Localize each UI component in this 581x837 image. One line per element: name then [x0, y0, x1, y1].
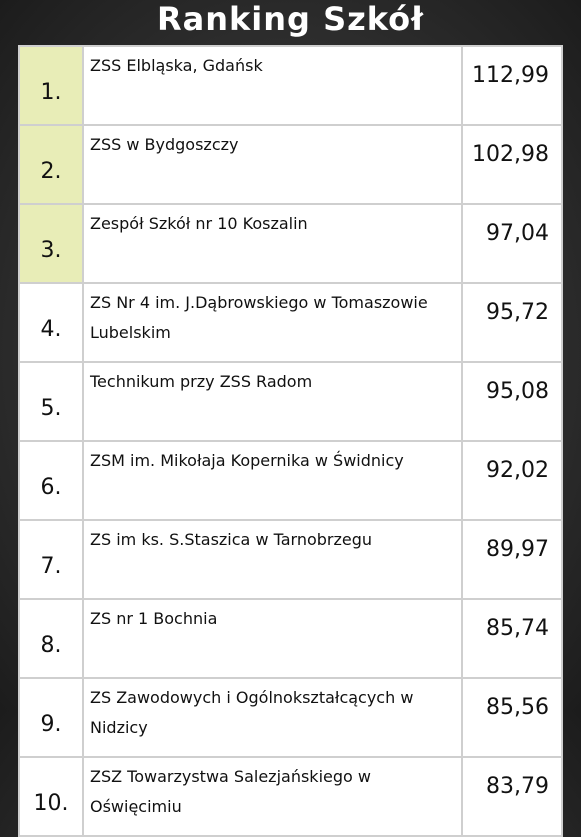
rank-cell: 4.: [18, 282, 84, 363]
rank-cell: 5.: [18, 361, 84, 442]
ranking-table: 1. ZSS Elbląska, Gdańsk 112,99 2. ZSS w Bydg…: [18, 45, 563, 837]
table-row: 6. ZSM im. Mikołaja Kopernika w Świdnicy 9…: [18, 440, 563, 521]
score-cell: 95,72: [461, 282, 563, 363]
rank-cell: 2.: [18, 124, 84, 205]
title: Ranking Szkół: [156, 0, 425, 38]
table-row: 5. Technikum przy ZSS Radom 95,08: [18, 361, 563, 442]
school-name: Technikum przy ZSS Radom: [82, 361, 463, 442]
school-name: ZSS Elbląska, Gdańsk: [82, 45, 463, 126]
score-cell: 89,97: [461, 519, 563, 600]
rank-cell: 8.: [18, 598, 84, 679]
score-cell: 102,98: [461, 124, 563, 205]
table-row: 2. ZSS w Bydgoszczy 102,98: [18, 124, 563, 205]
school-name: ZSS w Bydgoszczy: [82, 124, 463, 205]
score-cell: 83,79: [461, 756, 563, 837]
table-row: 1. ZSS Elbląska, Gdańsk 112,99: [18, 45, 563, 126]
table-row: 8. ZS nr 1 Bochnia 85,74: [18, 598, 563, 679]
score-cell: 112,99: [461, 45, 563, 126]
table-row: 9. ZS Zawodowych i Ogólnokształcących w N…: [18, 677, 563, 758]
score-cell: 92,02: [461, 440, 563, 521]
school-name: Zespół Szkół nr 10 Koszalin: [82, 203, 463, 284]
school-name: ZS nr 1 Bochnia: [82, 598, 463, 679]
score-cell: 85,56: [461, 677, 563, 758]
table-row: 4. ZS Nr 4 im. J.Dąbrowskiego w Tomaszowi…: [18, 282, 563, 363]
school-name: ZSM im. Mikołaja Kopernika w Świdnicy: [82, 440, 463, 521]
table-row: 3. Zespół Szkół nr 10 Koszalin 97,04: [18, 203, 563, 284]
score-cell: 85,74: [461, 598, 563, 679]
score-cell: 95,08: [461, 361, 563, 442]
rank-cell: 1.: [18, 45, 84, 126]
score-cell: 97,04: [461, 203, 563, 284]
rank-cell: 6.: [18, 440, 84, 521]
rank-cell: 3.: [18, 203, 84, 284]
table-row: 7. ZS im ks. S.Staszica w Tarnobrzegu 89,9…: [18, 519, 563, 600]
rank-cell: 7.: [18, 519, 84, 600]
table-row: 10. ZSZ Towarzystwa Salezjańskiego w Oświ…: [18, 756, 563, 837]
school-name: ZS Nr 4 im. J.Dąbrowskiego w Tomaszowie …: [82, 282, 463, 363]
rank-cell: 9.: [18, 677, 84, 758]
school-name: ZS im ks. S.Staszica w Tarnobrzegu: [82, 519, 463, 600]
rank-cell: 10.: [18, 756, 84, 837]
school-name: ZSZ Towarzystwa Salezjańskiego w Oświęci…: [82, 756, 463, 837]
school-name: ZS Zawodowych i Ogólnokształcących w Nid…: [82, 677, 463, 758]
